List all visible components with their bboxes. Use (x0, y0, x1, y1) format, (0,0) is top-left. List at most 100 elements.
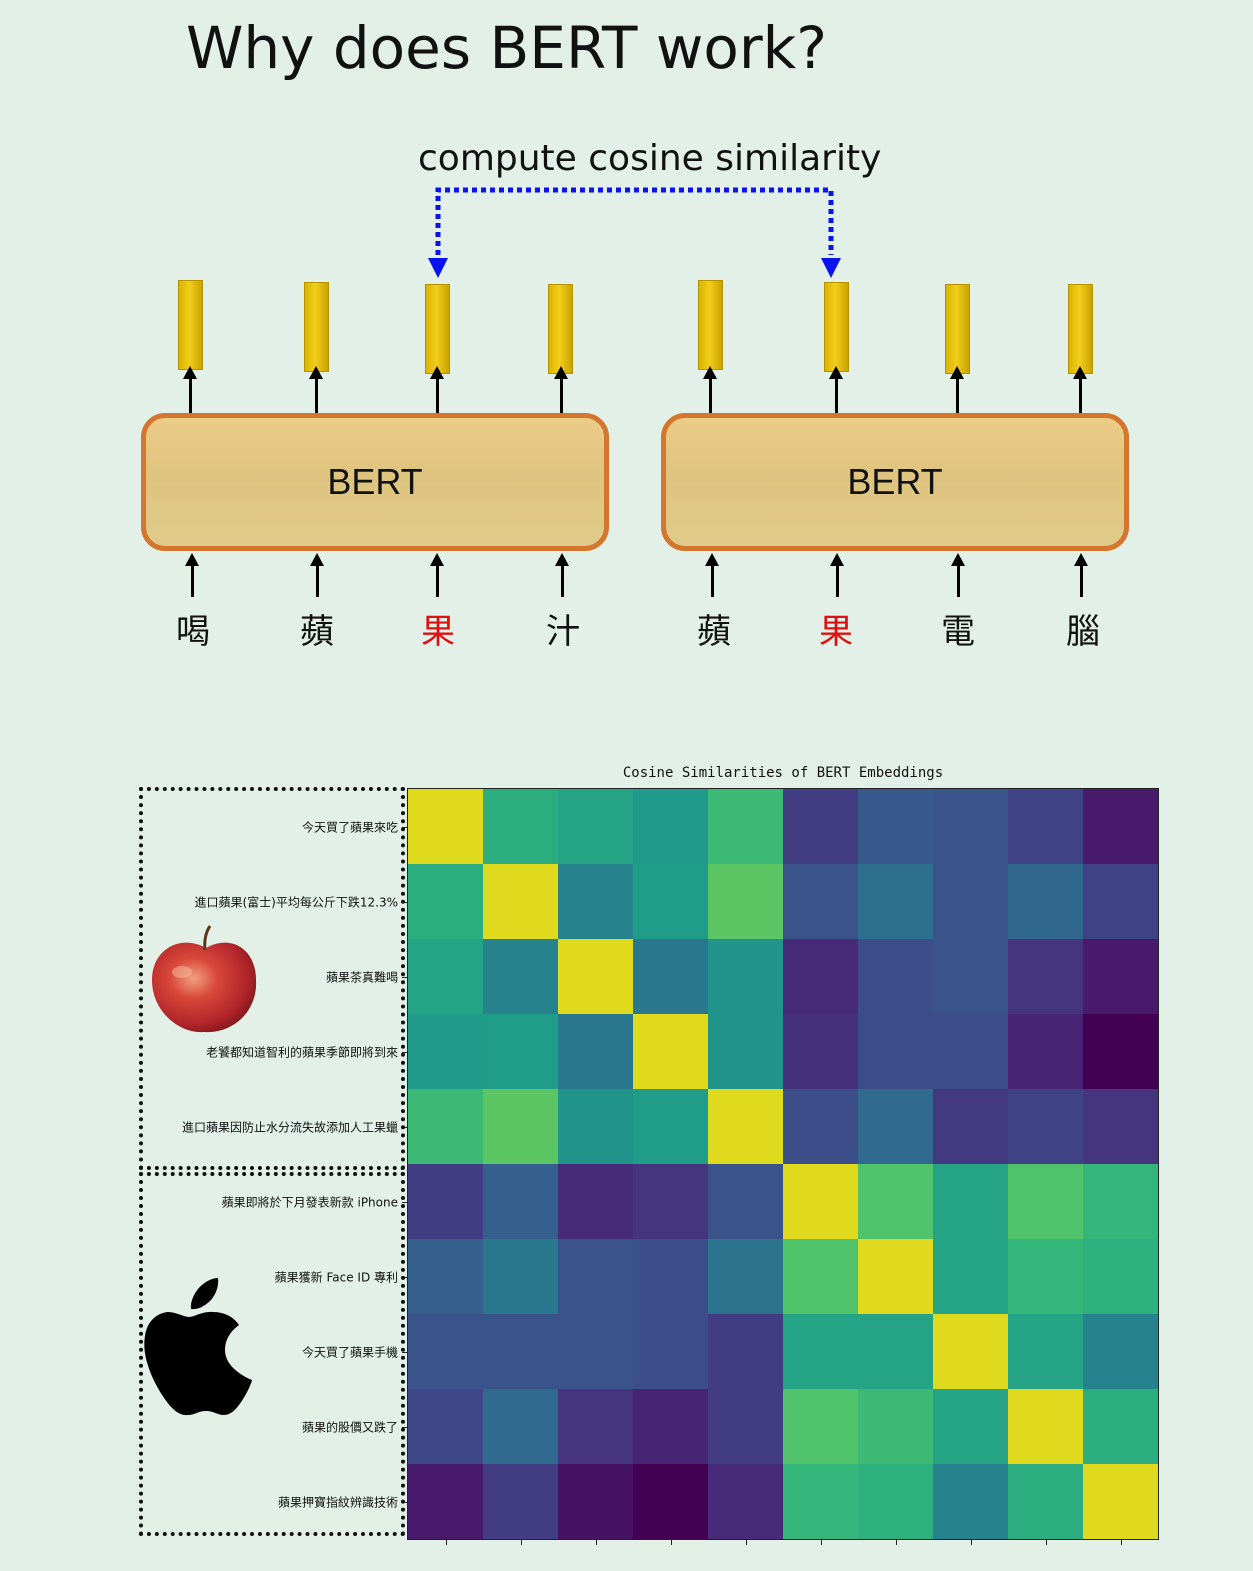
heatmap-cell (483, 939, 558, 1014)
heatmap-cell (1008, 1389, 1083, 1464)
heatmap-cell (1008, 1239, 1083, 1314)
heatmap-cell (1083, 864, 1158, 939)
heatmap-row-label: 蘋果即將於下月發表新款 iPhone (221, 1195, 398, 1209)
heatmap-cell (483, 1164, 558, 1239)
input-token-highlight: 果 (819, 612, 853, 652)
heatmap-cell (558, 1164, 633, 1239)
heatmap-row-label: 老饕都知道智利的蘋果季節即將到來 (205, 1045, 398, 1059)
x-tick (746, 1539, 747, 1545)
heatmap-cell (633, 1239, 708, 1314)
heatmap-cell (783, 1089, 858, 1164)
heatmap-cell (783, 789, 858, 864)
heatmap-cell (708, 1089, 783, 1164)
heatmap-cell (633, 789, 708, 864)
output-vector (304, 282, 329, 372)
heatmap-cell (558, 1464, 633, 1539)
heatmap-cell (633, 864, 708, 939)
heatmap-cell (783, 864, 858, 939)
y-tick (402, 1052, 408, 1053)
y-tick (402, 1202, 408, 1203)
input-token: 電 (941, 612, 975, 652)
heatmap-cell (858, 1389, 933, 1464)
heatmap-row-label: 蘋果的股價又跌了 (301, 1420, 398, 1434)
heatmap-cell (708, 789, 783, 864)
up-arrow-icon (830, 553, 844, 597)
heatmap-row-label: 進口蘋果因防止水分流失故添加人工果蠟 (181, 1120, 398, 1134)
heatmap-cell (483, 789, 558, 864)
heatmap-cell (933, 864, 1008, 939)
up-arrow-icon (309, 366, 323, 413)
heatmap-cell (783, 1014, 858, 1089)
heatmap-cell (858, 789, 933, 864)
heatmap-cell (1008, 864, 1083, 939)
heatmap-cell (408, 1014, 483, 1089)
x-tick (1121, 1539, 1122, 1545)
input-token: 蘋 (697, 612, 731, 652)
heatmap-row-label: 蘋果押寶指紋辨識技術 (277, 1495, 398, 1509)
heatmap-cell (483, 1089, 558, 1164)
heatmap-cell (1008, 1089, 1083, 1164)
heatmap-cell (933, 789, 1008, 864)
heatmap-cell (783, 1389, 858, 1464)
heatmap-row-label: 進口蘋果(富士)平均每公斤下跌12.3% (194, 895, 399, 909)
cosine-similarity-label: compute cosine similarity (418, 138, 882, 179)
up-arrow-icon (951, 553, 965, 597)
heatmap-cell (1008, 939, 1083, 1014)
up-arrow-icon (430, 553, 444, 597)
output-vector-highlight (425, 284, 450, 374)
similarity-heatmap (407, 788, 1159, 1540)
heatmap-cell (708, 1239, 783, 1314)
heatmap-cell (708, 1464, 783, 1539)
heatmap-cell (558, 1089, 633, 1164)
heatmap-cell (483, 864, 558, 939)
output-vector-highlight (824, 282, 849, 372)
heatmap-cell (483, 1464, 558, 1539)
heatmap-cell (408, 1239, 483, 1314)
heatmap-cell (933, 1014, 1008, 1089)
input-token: 喝 (176, 612, 210, 652)
heatmap-cell (1083, 1014, 1158, 1089)
heatmap-cell (408, 1164, 483, 1239)
heatmap-cell (1008, 789, 1083, 864)
y-tick (402, 827, 408, 828)
up-arrow-icon (554, 366, 568, 413)
output-vector (698, 280, 723, 370)
x-tick (446, 1539, 447, 1545)
y-tick (402, 902, 408, 903)
x-tick (671, 1539, 672, 1545)
heatmap-cell (933, 1089, 1008, 1164)
up-arrow-icon (310, 553, 324, 597)
x-tick (896, 1539, 897, 1545)
y-tick (402, 1427, 408, 1428)
heatmap-cell (708, 1164, 783, 1239)
company-group-box (139, 1172, 405, 1536)
up-arrow-icon (185, 553, 199, 597)
heatmap-cell (783, 1164, 858, 1239)
heatmap-cell (933, 939, 1008, 1014)
heatmap-cell (633, 1464, 708, 1539)
heatmap-cell (558, 789, 633, 864)
heatmap-cell (783, 1314, 858, 1389)
heatmap-cell (858, 1164, 933, 1239)
up-arrow-icon (430, 366, 444, 413)
apple-logo-icon (144, 1278, 252, 1416)
heatmap-cell (933, 1314, 1008, 1389)
heatmap-cell (408, 1089, 483, 1164)
heatmap-cell (633, 1014, 708, 1089)
heatmap-row-label: 蘋果獲新 Face ID 專利 (274, 1270, 398, 1284)
heatmap-cell (1083, 939, 1158, 1014)
x-tick (521, 1539, 522, 1545)
heatmap-cell (933, 1164, 1008, 1239)
heatmap-cell (1083, 1464, 1158, 1539)
up-arrow-icon (950, 366, 964, 413)
heatmap-cell (1083, 1314, 1158, 1389)
heatmap-cell (858, 1464, 933, 1539)
heatmap-cell (708, 1389, 783, 1464)
heatmap-cell (633, 939, 708, 1014)
y-tick (402, 1352, 408, 1353)
input-token: 汁 (546, 612, 580, 652)
bert-model-box-left: BERT (141, 413, 609, 551)
heatmap-cell (1083, 1164, 1158, 1239)
up-arrow-icon (1074, 553, 1088, 597)
x-tick (1046, 1539, 1047, 1545)
